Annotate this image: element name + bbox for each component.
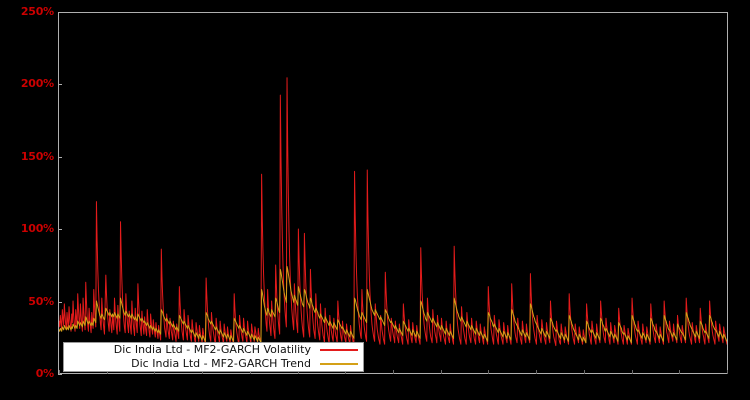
x-axis-tick-mark <box>59 370 60 374</box>
legend-swatch-volatility <box>320 349 358 351</box>
x-axis-tick-mark <box>202 370 203 374</box>
y-axis-tick-mark <box>58 84 62 85</box>
y-axis-tick-label: 50% <box>28 294 54 308</box>
x-axis-tick-mark <box>107 370 108 374</box>
x-axis-tick-mark <box>488 370 489 374</box>
legend-item-trend: Dic India Ltd - MF2-GARCH Trend <box>64 357 363 371</box>
series-line-volatility <box>59 77 727 347</box>
series-group-volatility <box>59 77 727 347</box>
y-axis-tick-labels: 250% 200% 150% 100% 50% 0% <box>0 0 54 400</box>
y-axis-tick-label: 150% <box>20 149 54 163</box>
legend-label-trend: Dic India Ltd - MF2-GARCH Trend <box>131 357 311 370</box>
legend-swatch-trend <box>320 363 358 365</box>
y-axis-tick-label: 0% <box>35 367 54 380</box>
x-axis-tick-mark <box>536 370 537 374</box>
y-axis-tick-mark <box>58 229 62 230</box>
chart-legend: Dic India Ltd - MF2-GARCH Volatility Dic… <box>63 342 364 372</box>
x-axis-tick-mark <box>441 370 442 374</box>
x-axis-tick-mark <box>393 370 394 374</box>
y-axis-tick-mark <box>58 157 62 158</box>
legend-label-volatility: Dic India Ltd - MF2-GARCH Volatility <box>113 343 311 356</box>
x-axis-tick-mark <box>679 370 680 374</box>
plot-area <box>58 12 728 374</box>
x-axis-tick-mark <box>632 370 633 374</box>
y-axis-tick-label: 250% <box>20 5 54 18</box>
x-axis-tick-mark <box>345 370 346 374</box>
x-axis-tick-mark <box>298 370 299 374</box>
x-axis-tick-mark <box>727 370 728 374</box>
x-axis-tick-mark <box>154 370 155 374</box>
series-line-trend <box>59 265 727 344</box>
y-axis-tick-mark <box>58 374 62 375</box>
x-axis-tick-mark <box>250 370 251 374</box>
y-axis-tick-label: 200% <box>20 77 54 91</box>
series-group-trend <box>59 265 727 344</box>
x-axis-tick-mark <box>584 370 585 374</box>
y-axis-tick-mark <box>58 12 62 13</box>
y-axis-tick-mark <box>58 302 62 303</box>
y-axis-tick-label: 100% <box>20 222 54 236</box>
chart-series-svg <box>59 77 727 347</box>
legend-item-volatility: Dic India Ltd - MF2-GARCH Volatility <box>64 343 363 357</box>
